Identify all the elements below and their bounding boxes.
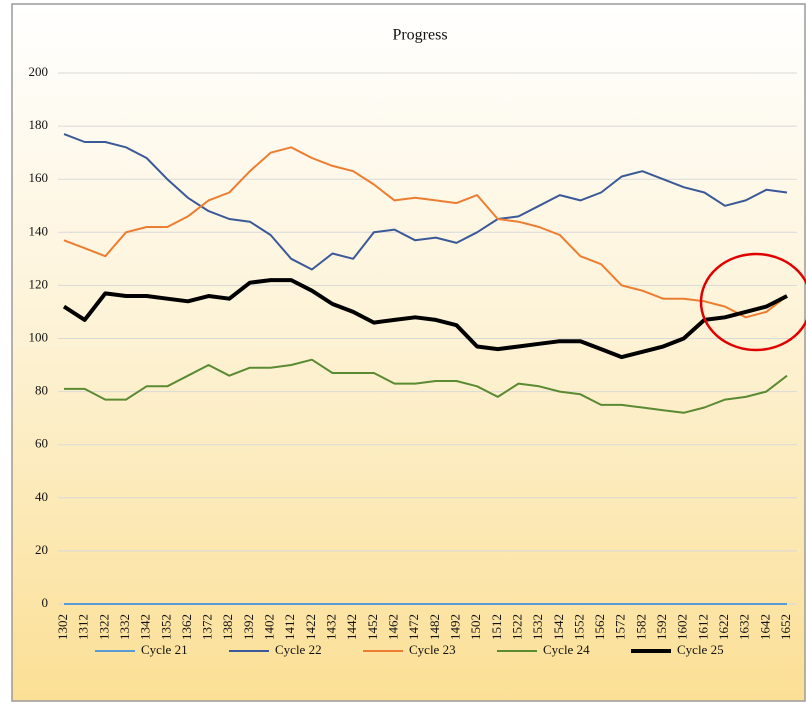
- x-tick-label: 1472: [406, 614, 421, 640]
- x-tick-label: 1572: [613, 614, 628, 640]
- x-tick-label: 1392: [241, 614, 256, 640]
- chart-title: Progress: [392, 27, 447, 44]
- chart-area: [11, 3, 806, 702]
- x-tick-label: 1562: [592, 614, 607, 640]
- legend-label: Cycle 24: [543, 642, 590, 657]
- x-tick-label: 1462: [385, 614, 400, 640]
- x-tick-label: 1532: [530, 614, 545, 640]
- x-tick-label: 1492: [447, 614, 462, 640]
- y-tick-label: 20: [35, 542, 48, 557]
- legend-label: Cycle 21: [141, 642, 188, 657]
- series-line: [63, 133, 788, 271]
- legend-label: Cycle 22: [275, 642, 322, 657]
- y-tick-label: 0: [42, 595, 49, 610]
- x-tick-label: 1442: [344, 614, 359, 640]
- x-tick-label: 1412: [282, 614, 297, 640]
- x-tick-label: 1612: [695, 614, 710, 640]
- x-tick-label: 1502: [468, 614, 483, 640]
- x-tick-label: 1452: [365, 614, 380, 640]
- x-tick-label: 1382: [220, 614, 235, 640]
- x-tick-label: 1542: [551, 614, 566, 640]
- x-tick-label: 1362: [179, 614, 194, 640]
- y-tick-label: 180: [29, 117, 49, 132]
- x-tick-label: 1622: [716, 614, 731, 640]
- x-tick-label: 1402: [262, 614, 277, 640]
- y-tick-label: 160: [29, 170, 49, 185]
- series-line: [63, 146, 788, 319]
- legend: Cycle 21 Cycle 22 Cycle 23 Cycle 24 Cycle 25: [95, 642, 724, 657]
- y-tick-label: 60: [35, 436, 48, 451]
- x-tick-label: 1642: [757, 614, 772, 640]
- x-tick-label: 1552: [571, 614, 586, 640]
- series-line: [62, 278, 788, 360]
- x-tick-label: 1592: [654, 614, 669, 640]
- grid: 0 20 40 60 80 100 120 140 160 180 200 1302 1312 1322 1…: [29, 64, 797, 640]
- y-tick-label: 40: [35, 489, 48, 504]
- highlight-circle: [699, 252, 806, 352]
- y-tick-label: 200: [29, 64, 49, 79]
- y-tick-label: 140: [29, 223, 49, 238]
- x-tick-label: 1322: [96, 614, 111, 640]
- series-line: [64, 358, 788, 414]
- x-tick-label: 1302: [55, 614, 70, 640]
- x-tick-label: 1432: [324, 614, 339, 640]
- x-tick-label: 1342: [138, 614, 153, 640]
- plot: [62, 133, 788, 605]
- y-tick-label: 80: [35, 383, 48, 398]
- y-tick-label: 100: [29, 329, 49, 344]
- x-tick-label: 1632: [737, 614, 752, 640]
- x-tick-label: 1352: [158, 614, 173, 640]
- x-tick-label: 1482: [427, 614, 442, 640]
- x-tick-label: 1602: [675, 614, 690, 640]
- x-tick-label: 1522: [509, 614, 524, 640]
- x-tick-label: 1422: [303, 614, 318, 640]
- legend-label: Cycle 25: [677, 642, 724, 657]
- x-tick-label: 1652: [778, 614, 793, 640]
- x-tick-label: 1372: [200, 614, 215, 640]
- x-tick-label: 1332: [117, 614, 132, 640]
- y-tick-label: 120: [29, 276, 49, 291]
- x-tick-label: 1582: [633, 614, 648, 640]
- x-tick-label: 1512: [489, 614, 504, 640]
- x-tick-label: 1312: [76, 614, 91, 640]
- legend-label: Cycle 23: [409, 642, 456, 657]
